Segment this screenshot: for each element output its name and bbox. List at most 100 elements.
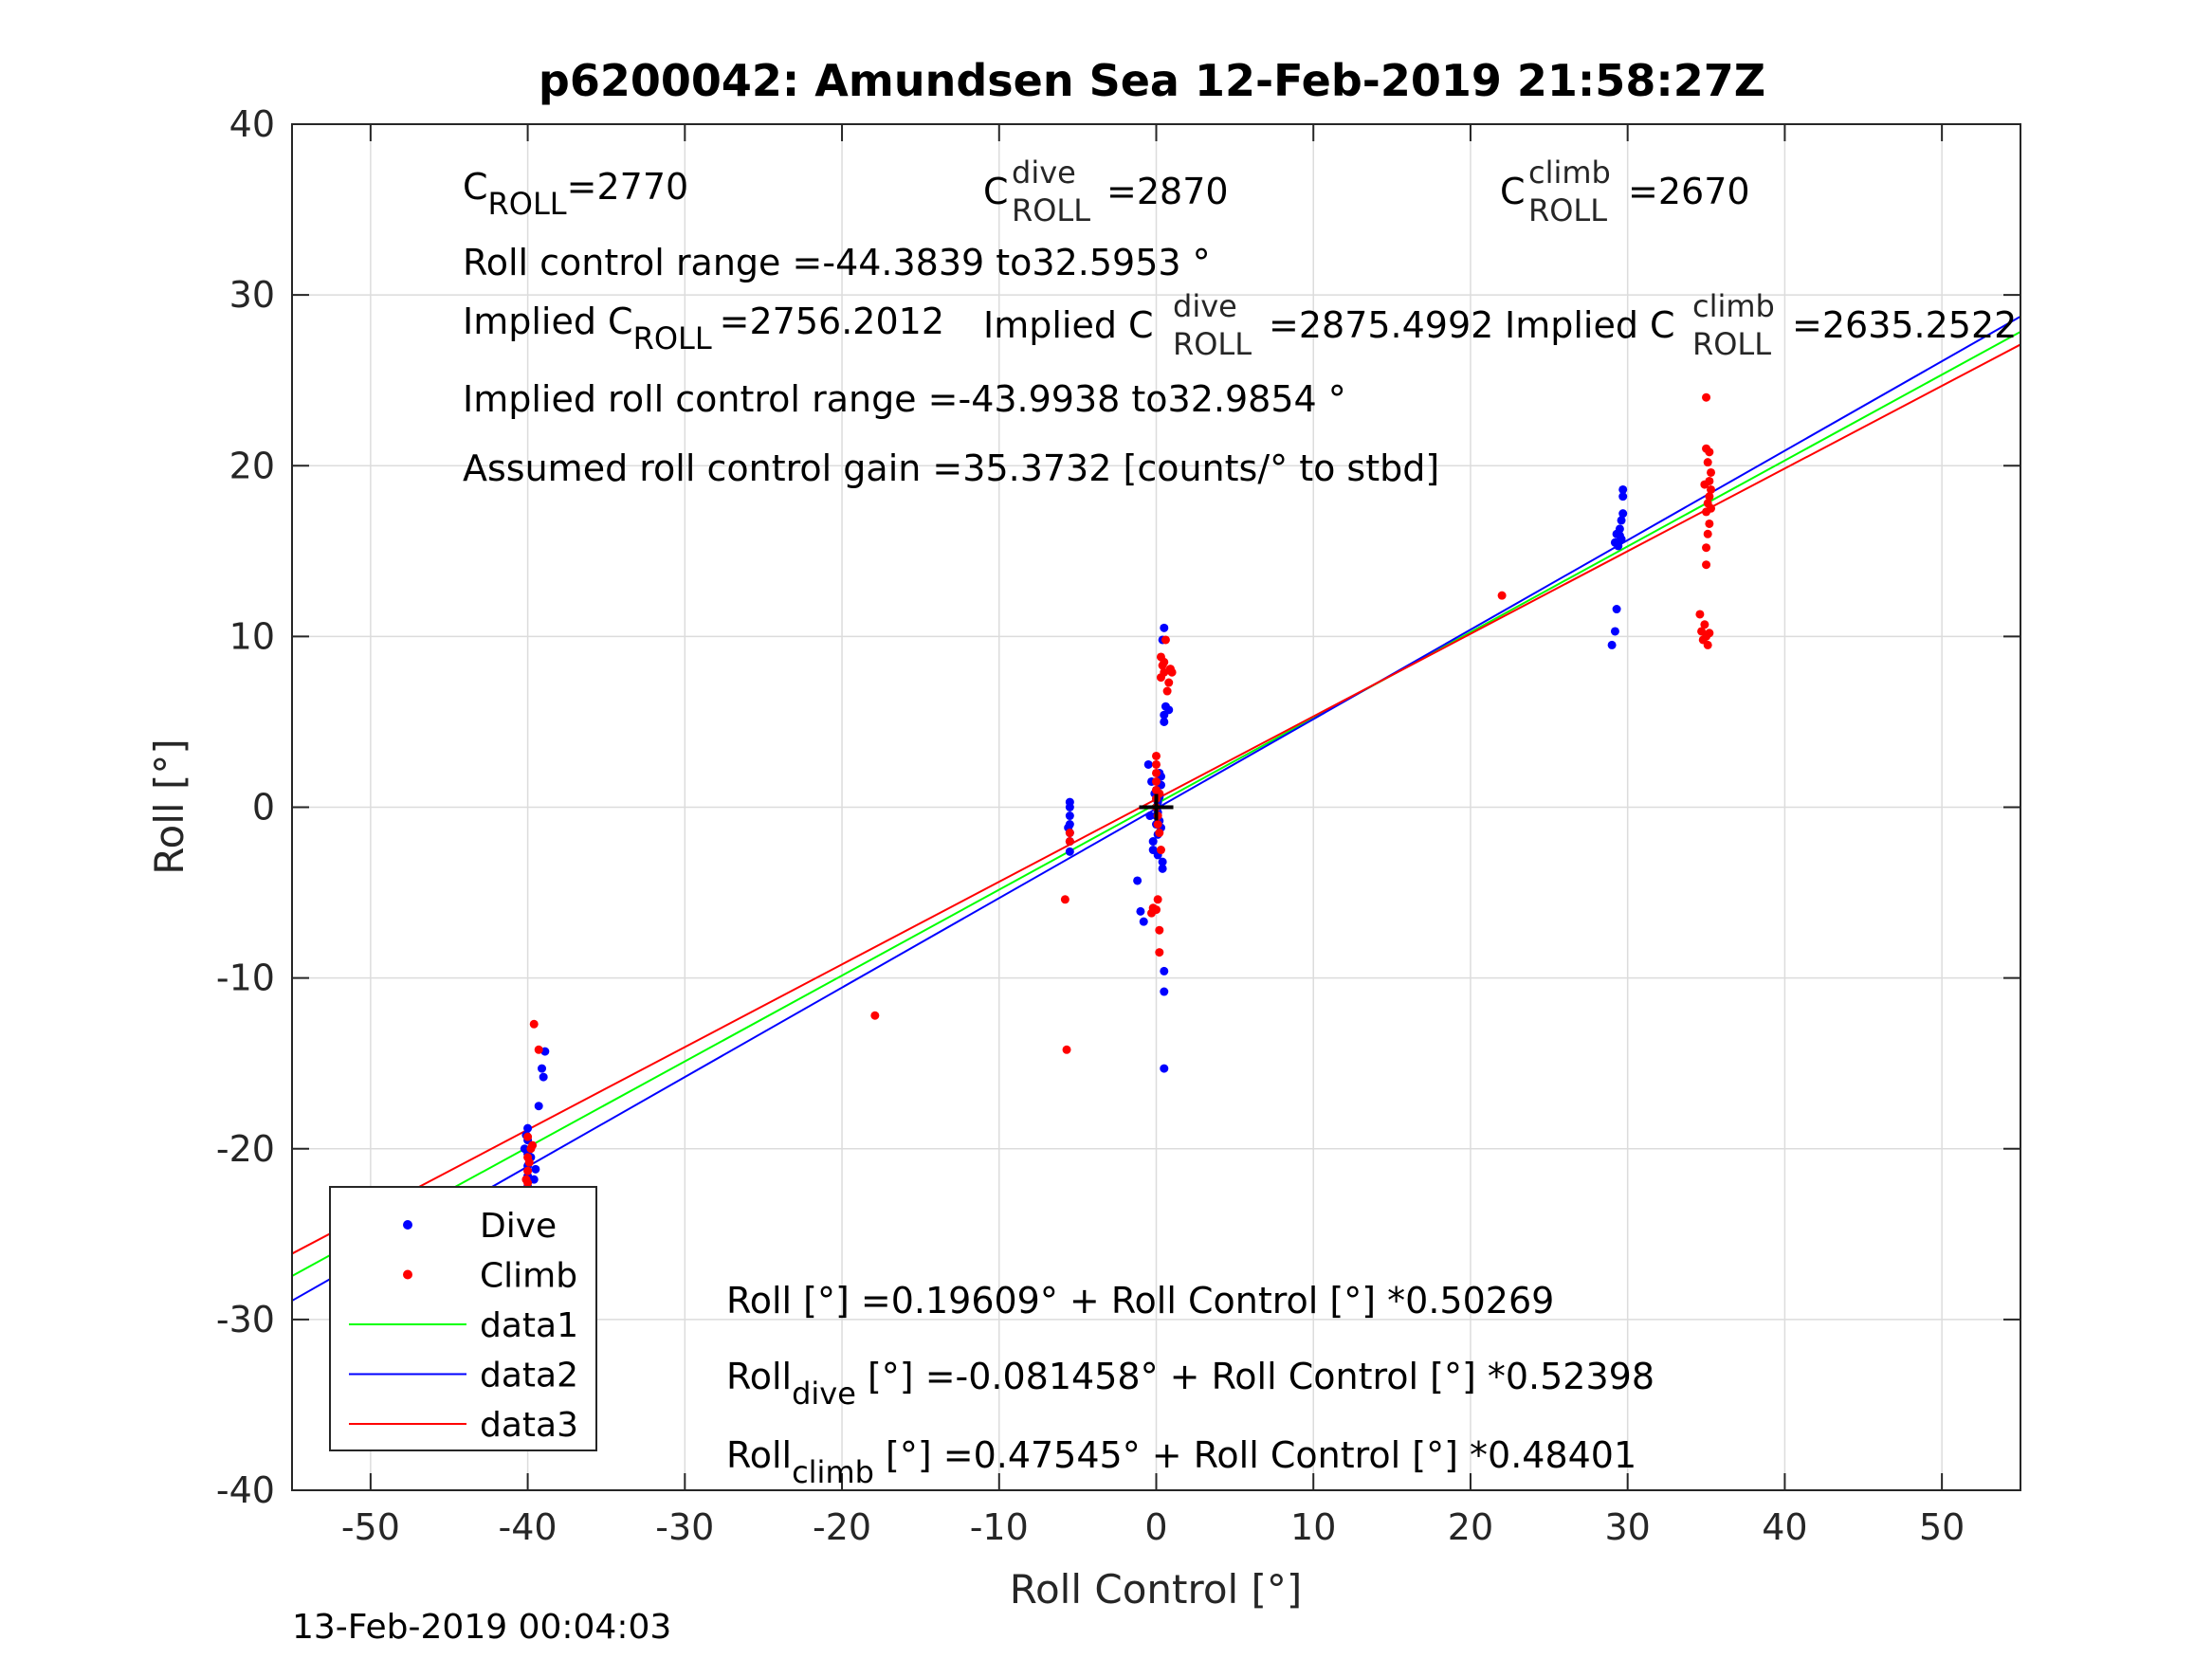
legend-box (329, 1186, 597, 1451)
data-point-climb (1695, 610, 1705, 619)
data-point-climb (1152, 751, 1161, 760)
data-point-dive (1065, 811, 1074, 821)
data-point-climb (870, 1011, 880, 1020)
c-roll-climb-label: C (1500, 171, 1526, 212)
axis-ticks: -50 -40 -30 -20 -10 0 10 20 30 40 50 -40 -30 -20 -10 0 1… (216, 103, 2020, 1548)
legend-label-data1: data1 (480, 1306, 578, 1345)
y-tick-label: 40 (229, 103, 275, 145)
c-roll-label: CROLL=2770 (463, 166, 688, 222)
data-point-climb (1152, 776, 1161, 786)
implied-c-roll-climb-value: =2635.2522 (1792, 304, 2017, 346)
legend-label-climb: Climb (480, 1257, 577, 1296)
data-point-climb (1155, 829, 1164, 838)
y-tick-label: -40 (216, 1469, 275, 1511)
legend-marker-climb (403, 1269, 412, 1280)
roll-range-text: Roll control range =-44.3839 to32.5953 ° (463, 242, 1211, 283)
legend-label-dive: Dive (480, 1207, 557, 1246)
data-point-climb (1705, 629, 1714, 638)
data-point-climb (1153, 820, 1162, 830)
data-point-climb (1707, 484, 1716, 494)
footer-timestamp: 13-Feb-2019 00:04:03 (292, 1608, 671, 1647)
x-tick-label: -30 (655, 1506, 714, 1548)
data-point-dive (1145, 811, 1155, 821)
data-point-climb (1164, 678, 1174, 687)
data-point-climb (1707, 467, 1716, 477)
data-point-climb (1155, 948, 1164, 957)
y-tick-label: -10 (216, 957, 275, 999)
data-point-climb (1156, 846, 1165, 855)
fit-dive-text: Rolldive [°] =-0.081458° + Roll Control … (726, 1356, 1654, 1412)
c-roll-dive-sup: dive (1012, 155, 1076, 191)
c-roll-dive-value: =2870 (1106, 171, 1229, 212)
data-point-climb (524, 1158, 534, 1167)
x-axis-label: Roll Control [°] (1010, 1566, 1303, 1613)
y-tick-label: 10 (229, 615, 275, 657)
data-point-climb (1161, 635, 1170, 645)
data-point-dive (531, 1164, 540, 1174)
gain-text: Assumed roll control gain =35.3732 [coun… (463, 447, 1439, 489)
data-point-dive (1139, 917, 1148, 926)
x-tick-label: 0 (1144, 1506, 1167, 1548)
c-roll-climb-value: =2670 (1628, 171, 1750, 212)
data-point-dive (1618, 484, 1628, 494)
fit-all-text: Roll [°] =0.19609° + Roll Control [°] *0… (726, 1280, 1554, 1322)
data-point-dive (534, 1102, 543, 1111)
data-point-climb (1152, 759, 1161, 769)
data-point-dive (529, 1175, 539, 1184)
data-point-dive (539, 1072, 548, 1082)
data-point-dive (1617, 516, 1626, 525)
data-point-dive (1612, 605, 1621, 614)
data-point-climb (521, 1175, 531, 1184)
x-tick-label: 30 (1605, 1506, 1651, 1548)
implied-c-roll-climb-label: Implied C (1505, 304, 1675, 346)
implied-c-roll-climb-sup: climb (1692, 288, 1775, 324)
data-point-climb (1707, 503, 1716, 513)
x-tick-label: -20 (813, 1506, 871, 1548)
x-tick-label: 20 (1448, 1506, 1493, 1548)
data-point-dive (1164, 705, 1174, 715)
data-point-climb (528, 1140, 538, 1150)
data-point-dive (1158, 864, 1167, 873)
x-tick-label: -40 (499, 1506, 558, 1548)
data-point-climb (529, 1019, 539, 1029)
data-point-dive (1065, 797, 1074, 807)
x-tick-label: 10 (1290, 1506, 1336, 1548)
x-tick-label: 40 (1762, 1506, 1807, 1548)
x-tick-label: -10 (970, 1506, 1029, 1548)
legend-label-data2: data2 (480, 1357, 578, 1395)
data-point-dive (1133, 876, 1143, 885)
data-point-dive (1160, 717, 1169, 726)
data-point-climb (1167, 667, 1177, 677)
data-point-climb (1700, 480, 1709, 489)
data-point-climb (523, 1166, 533, 1176)
implied-c-roll-label: Implied CROLL =2756.2012 (463, 301, 944, 356)
data-point-climb (1065, 829, 1074, 838)
data-point-dive (1607, 640, 1617, 649)
y-tick-label: -20 (216, 1128, 275, 1170)
data-point-climb (1152, 768, 1161, 777)
data-point-climb (1497, 591, 1507, 600)
data-point-dive (1618, 509, 1628, 519)
fit-climb-text: Rollclimb [°] =0.47545° + Roll Control [… (726, 1434, 1636, 1490)
scatter-points (520, 392, 1716, 1213)
data-point-climb (1160, 667, 1169, 677)
y-tick-label: 20 (229, 445, 275, 486)
data-point-climb (1703, 529, 1712, 538)
data-point-climb (1705, 492, 1714, 501)
data-point-climb (1153, 895, 1162, 904)
y-tick-label: 0 (252, 787, 275, 829)
data-point-climb (1155, 925, 1164, 935)
data-point-climb (1705, 519, 1714, 528)
implied-c-roll-dive-sup: dive (1173, 288, 1237, 324)
data-point-dive (1160, 966, 1169, 975)
data-point-climb (1152, 905, 1161, 915)
c-roll-dive-label: C (983, 171, 1009, 212)
data-point-climb (1062, 1045, 1071, 1054)
x-tick-label: -50 (341, 1506, 400, 1548)
data-point-climb (1162, 686, 1172, 696)
center-marker (1139, 793, 1174, 821)
data-point-dive (1614, 541, 1623, 551)
y-tick-label: 30 (229, 274, 275, 316)
c-roll-climb-sub: ROLL (1528, 192, 1607, 228)
